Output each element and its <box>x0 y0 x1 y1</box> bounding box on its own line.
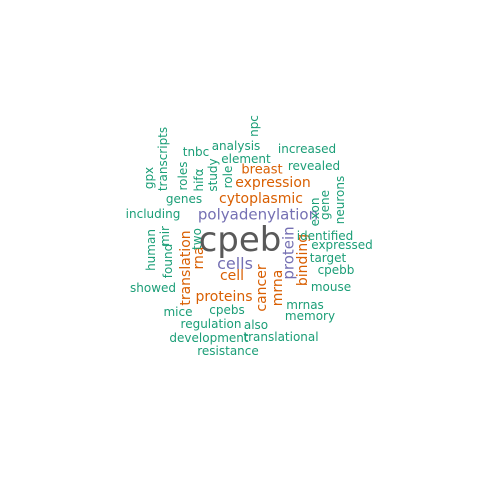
cloud-word: cpebs <box>209 303 245 317</box>
cloud-word: tnbc <box>182 145 210 159</box>
cloud-word: including <box>125 207 181 221</box>
cloud-word: gpx <box>142 166 156 190</box>
cloud-word: memory <box>284 309 336 323</box>
cloud-word: proteins <box>195 289 253 305</box>
cloud-word: neurons <box>333 175 347 225</box>
cloud-word: also <box>243 318 269 332</box>
cloud-word: npc <box>247 115 261 137</box>
cloud-word: mrna <box>270 269 286 307</box>
cloud-word: mrnas <box>286 298 324 312</box>
cloud-word: expressed <box>311 238 373 252</box>
cloud-word: mice <box>163 305 193 319</box>
cloud-word: two <box>190 228 204 250</box>
cloud-word: resistance <box>197 344 259 358</box>
cloud-word: cancer <box>254 264 270 312</box>
cloud-word: element <box>221 152 271 166</box>
cloud-word: analysis <box>211 139 261 153</box>
cloud-word: expression <box>235 175 311 191</box>
cloud-word: transcripts <box>156 126 170 192</box>
cloud-word: cpebb <box>317 263 355 277</box>
cloud-word: mouse <box>310 280 352 294</box>
cloud-word: breast <box>241 162 283 178</box>
cloud-word: cpeb <box>198 220 282 260</box>
cloud-word: target <box>309 251 347 265</box>
cloud-word: found <box>161 243 175 279</box>
cloud-word: showed <box>129 281 177 295</box>
cloud-word: role <box>221 165 235 189</box>
cloud-word: regulation <box>180 317 242 331</box>
cloud-word: cytoplasmic <box>219 191 303 207</box>
cloud-word: roles <box>176 161 190 191</box>
cloud-word: cell <box>219 268 245 284</box>
cloud-word: rna <box>191 246 207 270</box>
cloud-word: translational <box>243 330 319 344</box>
cloud-word: study <box>206 158 220 192</box>
cloud-word: revealed <box>287 159 341 173</box>
cloud-word: polyadenylation <box>197 205 319 224</box>
cloud-word: cells <box>217 254 253 273</box>
cloud-word: human <box>144 229 158 271</box>
cloud-word: hifα <box>192 168 206 192</box>
cloud-word: development <box>169 331 249 345</box>
cloud-word: increased <box>277 142 337 156</box>
cloud-word: genes <box>165 192 203 206</box>
cloud-word: identified <box>296 229 354 243</box>
cloud-word: exon <box>308 197 322 227</box>
